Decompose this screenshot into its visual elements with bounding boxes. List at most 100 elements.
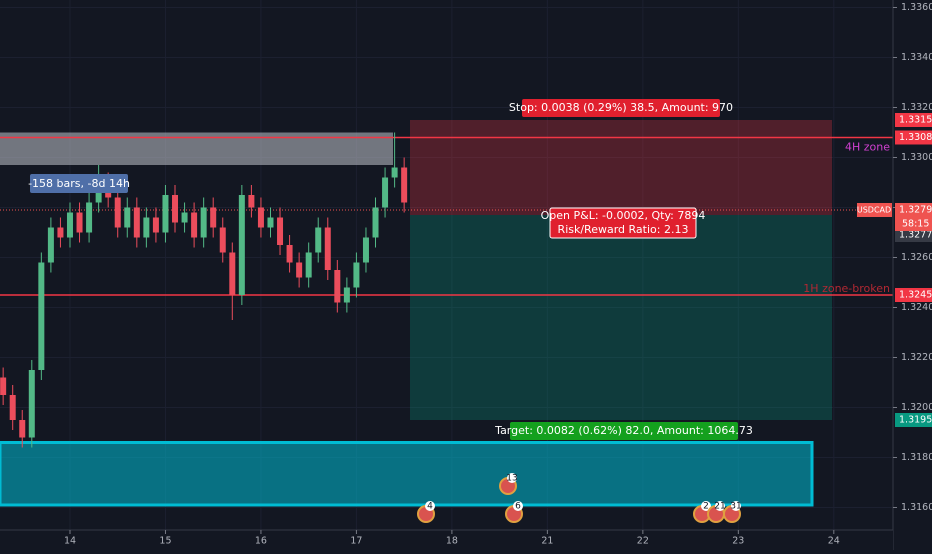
candle-body: [391, 167, 398, 178]
candle-body: [124, 207, 131, 228]
x-tick-label: 14: [64, 536, 76, 547]
price-tag-label: 1.3195: [899, 415, 932, 426]
candle-body: [86, 202, 93, 233]
stop-zone: [410, 120, 832, 215]
target-label: Target: 0.0082 (0.62%) 82.0, Amount: 106…: [494, 424, 753, 437]
candle-body: [181, 212, 188, 223]
candle-body: [324, 227, 331, 270]
y-tick-label: 1.3300: [901, 152, 932, 163]
y-tick-label: 1.3240: [901, 302, 932, 313]
symbol-label: USDCAD: [857, 206, 891, 215]
target-label-box: [510, 422, 738, 440]
candle-body: [362, 237, 369, 263]
time-axis: [0, 530, 893, 550]
stop-label-box: [522, 99, 720, 117]
candle-body: [210, 207, 217, 228]
zone-label: 4H zone: [845, 141, 890, 154]
event-count: 2: [703, 502, 709, 512]
stop-label: Stop: 0.0038 (0.29%) 38.5, Amount: 970: [509, 101, 733, 114]
y-tick-label: 1.3160: [901, 502, 932, 513]
event-badge: [425, 501, 435, 511]
x-tick-label: 22: [637, 536, 649, 547]
countdown-label: 58:15: [902, 219, 929, 230]
price-tag: [895, 413, 932, 427]
candle-body: [66, 212, 73, 238]
countdown-tag: [895, 217, 932, 231]
event-badge: [513, 501, 523, 511]
candle-body: [305, 252, 312, 278]
price-tag-label: 1.3245: [899, 290, 932, 301]
price-tag: [895, 113, 932, 127]
y-tick-label: 1.3200: [901, 402, 932, 413]
candle-body: [47, 227, 54, 263]
candle-body: [257, 207, 264, 228]
x-tick-label: 16: [255, 536, 267, 547]
price-axis: [893, 0, 932, 550]
candle-body: [286, 245, 293, 263]
symbol-tag: [857, 203, 892, 217]
y-tick-label: 1.3260: [901, 252, 932, 263]
y-tick-label: 1.3220: [901, 352, 932, 363]
candle-body: [114, 197, 121, 228]
candle-body: [401, 167, 408, 203]
candle-body: [191, 212, 198, 238]
price-tag: [895, 130, 932, 145]
candle-body: [296, 262, 303, 278]
y-tick-label: 1.3360: [901, 2, 932, 13]
zone-label: 1H zone-broken: [803, 282, 890, 295]
price-tag: [895, 228, 932, 242]
candle-body: [315, 227, 322, 253]
candle-body: [343, 287, 350, 303]
event-badge: [701, 501, 711, 511]
candle-body: [152, 217, 159, 233]
candle-body: [277, 217, 284, 245]
x-tick-label: 23: [732, 536, 744, 547]
pnl-box: [549, 207, 697, 239]
rr-label: Risk/Reward Ratio: 2.13: [558, 223, 689, 236]
zone: [0, 441, 814, 507]
candle-body: [353, 262, 360, 288]
candle-body: [38, 262, 45, 370]
event-count: 13: [506, 474, 517, 484]
event-badge: [507, 473, 517, 483]
y-tick-label: 1.3180: [901, 452, 932, 463]
x-tick-label: 15: [159, 536, 171, 547]
candle-body: [238, 195, 245, 295]
measure-box: [30, 174, 128, 193]
candle-body: [372, 207, 379, 238]
price-tag-label: 1.3279: [899, 205, 932, 216]
price-tag: [895, 288, 932, 302]
price-tag-label: 1.3315: [899, 115, 932, 126]
candle-body: [57, 227, 64, 238]
candle-body: [219, 227, 226, 253]
event-count: 21: [714, 502, 725, 512]
y-tick-label: 1.3320: [901, 102, 932, 113]
candle-body: [248, 195, 255, 208]
candle-body: [200, 207, 207, 238]
y-tick-label: 1.3340: [901, 52, 932, 63]
price-tag-label: 1.3277: [899, 230, 932, 241]
candle-body: [229, 252, 236, 295]
target-zone: [410, 215, 832, 420]
price-tag: [895, 203, 932, 217]
x-tick-label: 24: [828, 536, 840, 547]
candle-body: [9, 395, 16, 420]
candle-body: [172, 195, 179, 223]
candle-body: [19, 420, 26, 438]
event-count: 4: [427, 502, 433, 512]
x-tick-label: 21: [541, 536, 553, 547]
candle-body: [162, 195, 169, 233]
pnl-label: Open P&L: -0.0002, Qty: 7894: [541, 209, 706, 222]
candle-body: [76, 212, 83, 233]
candle-body: [133, 207, 140, 238]
candle-body: [267, 217, 274, 228]
candle-body: [382, 177, 389, 208]
event-badge: [715, 501, 725, 511]
measure-label: -158 bars, -8d 14h: [28, 177, 130, 190]
candle-body: [28, 370, 35, 438]
candle-body: [334, 270, 341, 303]
price-tag-label: 1.3308: [899, 132, 932, 143]
event-badge: [731, 501, 741, 511]
